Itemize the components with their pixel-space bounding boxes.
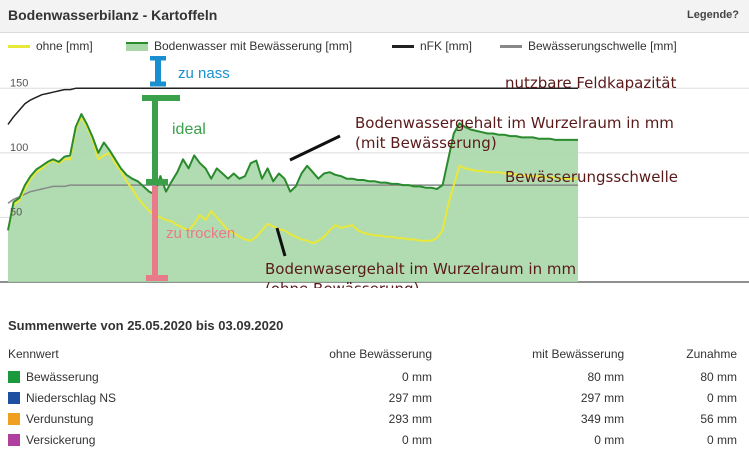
legend-swatch-mit-bewaesserung (126, 42, 148, 52)
row-zunahme: 0 mm (707, 390, 737, 405)
table-row: Niederschlag NS 297 mm 297 mm 0 mm (8, 387, 741, 408)
row-label-cell: Versickerung (8, 429, 223, 450)
legend-item-mit-bewaesserung[interactable]: Bodenwasser mit Bewässerung [mm] (126, 39, 352, 53)
legend-swatch-nfk (392, 45, 414, 49)
row-ohne: 0 mm (402, 432, 432, 447)
row-mit: 0 mm (594, 432, 625, 447)
ohne-bewaesserung-label-1: Bodenwasergehalt im Wurzelraum in mm (265, 260, 576, 278)
bodenwasser-chart: 50 100 150 zu nass ideal zu trocken nutzba… (0, 56, 749, 288)
row-label-cell: Verdunstung (8, 408, 223, 429)
table-row: Verdunstung 293 mm 349 mm 56 mm (8, 408, 741, 429)
row-mit: 297 mm (580, 390, 625, 405)
swatch-niederschlag (8, 391, 20, 404)
legend-label-nfk: nFK [mm] (420, 39, 473, 53)
legend-item-ohne[interactable]: ohne [mm] (8, 39, 93, 53)
col-ohne: ohne Bewässerung (329, 347, 432, 361)
summary-title: Summenwerte von 25.05.2020 bis 03.09.202… (8, 318, 284, 333)
row-label-cell: Bewässerung (8, 366, 223, 387)
y-tick-label-150: 150 (10, 77, 28, 89)
nutzbare-feldkapazitaet-label: nutzbare Feldkapazität (505, 74, 676, 92)
legend-label-schwelle: Bewässerungschwelle [mm] (528, 39, 677, 53)
series-line-schwelle (7, 184, 578, 204)
legend-item-schwelle[interactable]: Bewässerungschwelle [mm] (500, 39, 677, 53)
row-ohne: 0 mm (402, 369, 432, 384)
mit-bewaesserung-pointer (289, 134, 341, 162)
row-label-cell: Niederschlag NS (8, 387, 223, 408)
table-row: Versickerung 0 mm 0 mm 0 mm (8, 429, 741, 450)
legend-item-nfk[interactable]: nFK [mm] (392, 39, 472, 53)
legend-label-ohne: ohne [mm] (36, 39, 93, 53)
row-zunahme: 56 mm (700, 411, 737, 426)
bewaesserungsschwelle-label: Bewässerungsschwelle (505, 168, 678, 186)
series-line-nfk (7, 87, 578, 125)
row-mit: 80 mm (587, 369, 625, 384)
mit-bewaesserung-label-1: Bodenwassergehalt im Wurzelraum in mm (355, 114, 674, 132)
y-tick-labels: 50 100 150 (10, 77, 28, 218)
row-label: Versickerung (26, 432, 96, 447)
legend-label-mit-bewaesserung: Bodenwasser mit Bewässerung [mm] (154, 39, 353, 53)
table-row: Bewässerung 0 mm 80 mm 80 mm (8, 366, 741, 387)
chart-legend: ohne [mm] Bodenwasser mit Bewässerung [m… (0, 36, 749, 58)
header-bar: Bodenwasserbilanz - Kartoffeln Legende? (0, 0, 749, 33)
series-line-ohne (7, 115, 578, 245)
legend-swatch-schwelle (500, 45, 522, 49)
col-kennwert: Kennwert (8, 347, 59, 361)
row-label: Verdunstung (26, 411, 94, 426)
row-zunahme: 0 mm (707, 432, 737, 447)
row-label: Bewässerung (26, 369, 99, 384)
col-zunahme: Zunahme (686, 347, 737, 361)
series-area-mit-bewaesserung (8, 114, 578, 282)
col-mit: mit Bewässerung (532, 347, 625, 361)
ohne-bewaesserung-label-2: (ohne Bewässerung) (265, 280, 419, 288)
swatch-verdunstung (8, 412, 20, 425)
summary-header-row: Kennwert ohne Bewässerung mit Bewässerun… (8, 344, 741, 366)
zu-trocken-label: zu trocken (166, 225, 235, 242)
summary-table: Kennwert ohne Bewässerung mit Bewässerun… (8, 344, 741, 450)
zu-nass-label: zu nass (178, 65, 230, 82)
swatch-versickerung (8, 433, 20, 446)
row-label: Niederschlag NS (26, 390, 117, 405)
y-tick-label-50: 50 (10, 206, 22, 218)
y-tick-label-100: 100 (10, 142, 28, 154)
ideal-label: ideal (172, 121, 206, 138)
legend-help-link[interactable]: Legende? (687, 9, 739, 21)
series-line-mit-bewaesserung (7, 113, 578, 231)
chart-series (7, 87, 578, 282)
mit-bewaesserung-label-2: (mit Bewässerung) (355, 134, 497, 152)
row-ohne: 297 mm (388, 390, 432, 405)
legend-swatch-ohne (8, 45, 30, 49)
row-zunahme: 80 mm (700, 369, 737, 384)
ohne-bewaesserung-pointer (275, 227, 287, 257)
annotations: zu nass ideal zu trocken nutzbare Feldka… (142, 56, 678, 288)
row-ohne: 293 mm (388, 411, 432, 426)
row-mit: 349 mm (580, 411, 625, 426)
page-title: Bodenwasserbilanz - Kartoffeln (8, 7, 218, 23)
swatch-bewaesserung (8, 370, 20, 383)
